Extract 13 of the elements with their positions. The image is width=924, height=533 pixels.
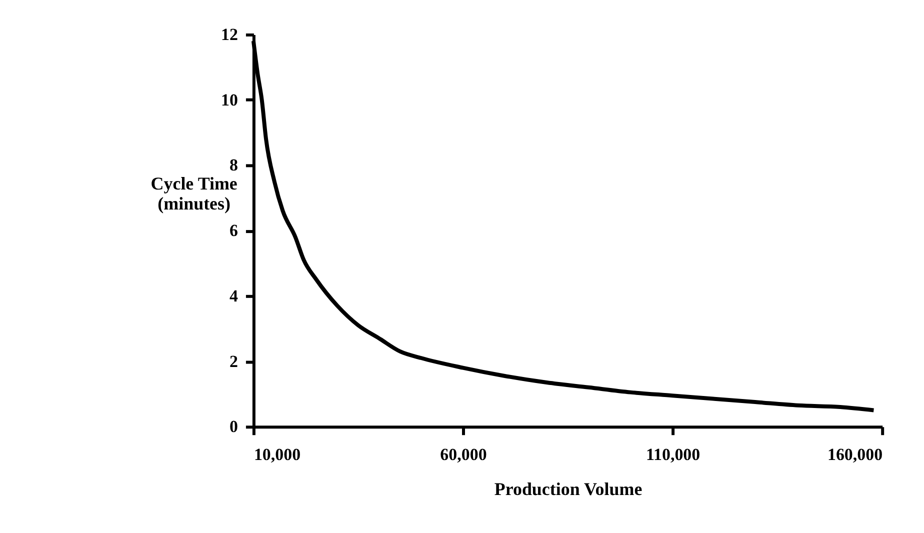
y-tick-label: 12	[221, 24, 238, 44]
x-axis-title: Production Volume	[494, 478, 642, 499]
y-tick-label: 4	[230, 286, 238, 306]
y-tick-label: 6	[230, 221, 238, 240]
y-tick-label: 8	[230, 156, 238, 175]
x-tick-label: 10,000	[254, 445, 301, 464]
y-tick-label: 2	[230, 352, 238, 371]
y-tick-label: 0	[230, 417, 238, 436]
x-tick-label: 60,000	[440, 445, 487, 464]
y-axis-title: Cycle Time (minutes)	[150, 174, 238, 214]
x-tick-label: 160,000	[827, 445, 883, 464]
y-tick-label: 10	[221, 90, 238, 110]
x-tick-label: 110,000	[646, 445, 700, 464]
